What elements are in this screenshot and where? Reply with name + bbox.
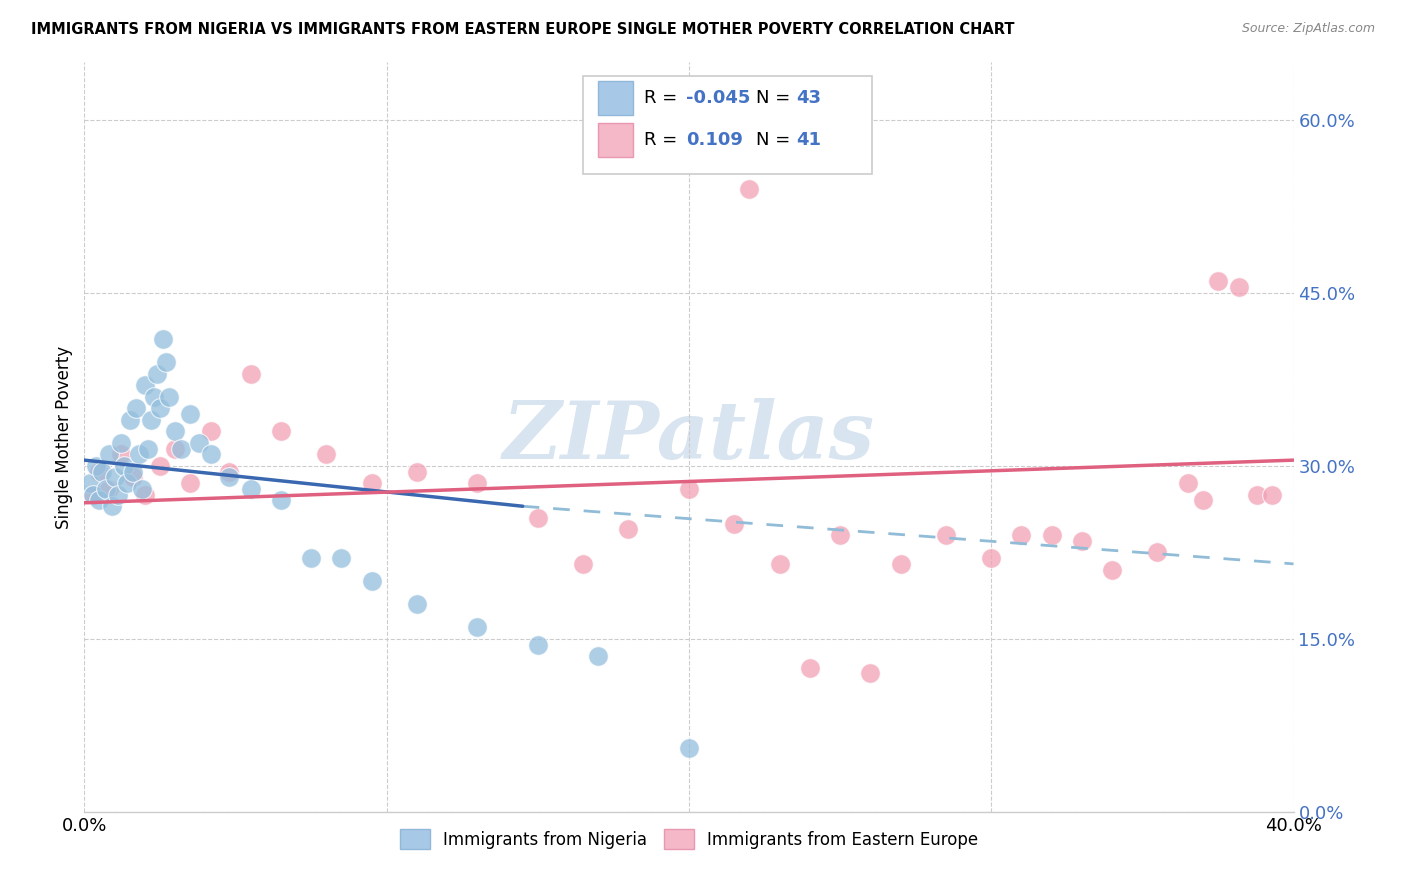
Text: N =: N = (756, 131, 796, 149)
Point (94, 482, 117, 496)
Point (1227, 280, 1250, 294)
Point (188, 435, 211, 450)
Point (360, 476, 382, 491)
Point (146, 367, 169, 381)
Point (104, 470, 127, 484)
Point (218, 465, 240, 479)
Point (769, 557, 792, 571)
Text: 41: 41 (796, 131, 821, 149)
Point (239, 367, 262, 381)
Point (100, 500, 122, 514)
Point (155, 355, 177, 369)
Point (89, 493, 111, 508)
Point (136, 442, 159, 456)
Point (315, 447, 337, 461)
Point (723, 516, 745, 531)
Point (179, 476, 201, 491)
Point (107, 488, 129, 502)
Point (128, 447, 150, 461)
Point (131, 482, 153, 496)
Point (890, 557, 912, 571)
Point (110, 447, 132, 461)
Point (165, 442, 187, 456)
Point (738, 182, 761, 196)
Point (270, 425, 292, 439)
Point (170, 442, 193, 456)
Point (1146, 545, 1168, 559)
Point (142, 390, 165, 404)
Text: 0.109: 0.109 (686, 131, 742, 149)
Point (935, 528, 957, 542)
Point (1206, 275, 1229, 289)
Point (588, 649, 610, 664)
Point (406, 465, 429, 479)
Point (115, 476, 138, 491)
Point (139, 413, 162, 427)
Point (330, 551, 353, 566)
Point (678, 741, 700, 756)
Point (179, 407, 201, 421)
Point (527, 638, 550, 652)
Point (299, 551, 322, 566)
Point (125, 401, 148, 416)
Point (1040, 528, 1063, 542)
Point (121, 470, 143, 484)
Point (572, 557, 595, 571)
Point (830, 528, 852, 542)
Point (89, 465, 111, 479)
Point (218, 470, 240, 484)
Point (1192, 493, 1215, 508)
Point (859, 666, 882, 681)
Point (112, 458, 135, 473)
Point (406, 597, 429, 611)
Point (1246, 488, 1268, 502)
Point (121, 465, 143, 479)
Text: R =: R = (644, 131, 683, 149)
Point (86, 458, 108, 473)
Point (1011, 528, 1033, 542)
Point (467, 620, 489, 634)
Text: Source: ZipAtlas.com: Source: ZipAtlas.com (1241, 22, 1375, 36)
Legend: Immigrants from Nigeria, Immigrants from Eastern Europe: Immigrants from Nigeria, Immigrants from… (394, 822, 984, 855)
Point (97, 482, 120, 496)
Point (1101, 563, 1123, 577)
Point (678, 482, 700, 496)
Point (360, 574, 382, 589)
Point (200, 447, 222, 461)
Point (110, 435, 132, 450)
Point (134, 488, 156, 502)
Point (97, 447, 120, 461)
Text: IMMIGRANTS FROM NIGERIA VS IMMIGRANTS FROM EASTERN EUROPE SINGLE MOTHER POVERTY : IMMIGRANTS FROM NIGERIA VS IMMIGRANTS FR… (31, 22, 1015, 37)
Text: -0.045: -0.045 (686, 89, 751, 107)
Point (467, 476, 489, 491)
Text: ZIPatlas: ZIPatlas (503, 399, 875, 475)
Point (1177, 476, 1199, 491)
Point (82, 488, 104, 502)
Point (270, 493, 292, 508)
Point (980, 551, 1002, 566)
Point (200, 425, 222, 439)
Text: R =: R = (644, 89, 683, 107)
Point (118, 413, 141, 427)
Point (1261, 488, 1284, 502)
Point (79, 476, 101, 491)
Point (239, 482, 262, 496)
Point (165, 425, 187, 439)
Point (617, 522, 640, 536)
Point (149, 401, 172, 416)
Point (157, 390, 180, 404)
Point (1071, 533, 1094, 548)
Y-axis label: Single Mother Poverty: Single Mother Poverty (55, 345, 73, 529)
Point (82, 488, 104, 502)
Point (134, 378, 156, 392)
Point (152, 332, 174, 346)
Text: 43: 43 (796, 89, 821, 107)
Point (91, 465, 114, 479)
Point (149, 458, 172, 473)
Point (799, 660, 821, 674)
Point (527, 510, 550, 524)
Text: N =: N = (756, 89, 796, 107)
